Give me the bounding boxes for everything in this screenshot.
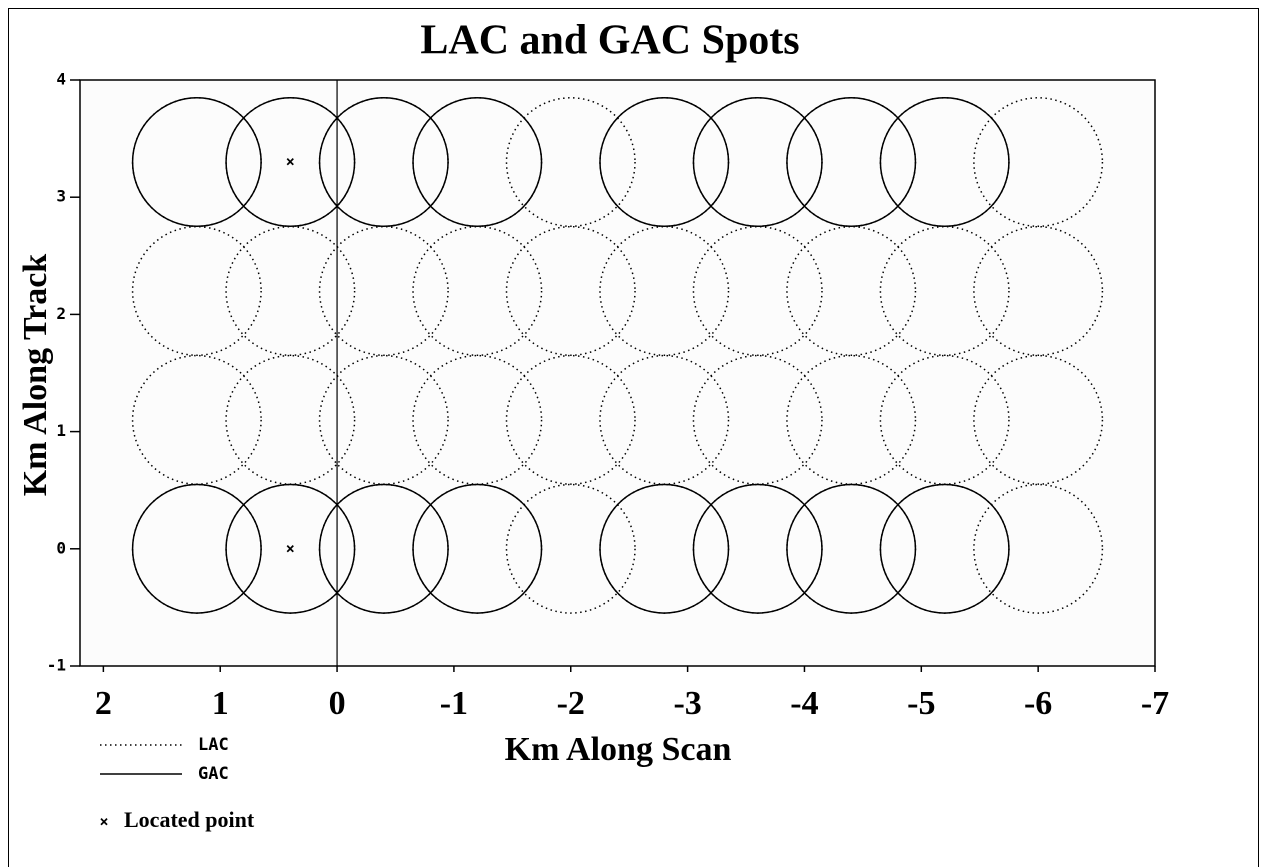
lac-spot: [786, 225, 917, 356]
lac-spot: [973, 225, 1104, 356]
legend-label: LAC: [198, 735, 229, 755]
gac-spot: [318, 483, 449, 614]
y-tick-label: 0: [56, 538, 66, 557]
lac-spot: [131, 225, 262, 356]
gac-spot: [412, 483, 543, 614]
x-tick-label: -5: [907, 685, 935, 722]
x-tick-label: -6: [1024, 685, 1052, 722]
legend-marker: ×: [99, 813, 108, 831]
gac-spot: [692, 97, 823, 228]
gac-spot: [225, 483, 356, 614]
lac-spot: [505, 225, 636, 356]
gac-spot: [599, 483, 730, 614]
gac-spot: [225, 97, 356, 228]
legend-label: GAC: [198, 764, 229, 784]
lac-spot: [692, 225, 823, 356]
gac-spot: [412, 97, 543, 228]
lac-spot: [412, 225, 543, 356]
lac-spot: [318, 225, 449, 356]
gac-spot: [879, 483, 1010, 614]
lac-spot: [225, 225, 356, 356]
legend-label: Located point: [124, 807, 255, 832]
y-tick-label: 2: [56, 304, 66, 323]
x-tick-label: 2: [95, 685, 112, 722]
chart-title: LAC and GAC Spots: [420, 18, 799, 64]
y-axis-label: Km Along Track: [17, 254, 54, 497]
y-tick-label: -1: [47, 656, 66, 675]
x-tick-label: 1: [212, 685, 229, 722]
y-tick-label: 3: [56, 187, 66, 206]
gac-spot: [318, 97, 449, 228]
lac-spot: [879, 225, 1010, 356]
gac-spot: [131, 97, 262, 228]
x-axis-label: Km Along Scan: [505, 731, 732, 768]
lac-spot: [599, 225, 730, 356]
lac-spot: [973, 97, 1104, 228]
lac-spot: [505, 97, 636, 228]
gac-spot: [692, 483, 823, 614]
x-tick-label: 0: [329, 685, 346, 722]
gac-spot: [599, 97, 730, 228]
located-point: ×: [286, 539, 295, 557]
lac-spot: [505, 354, 636, 485]
x-tick-label: -2: [557, 685, 585, 722]
gac-spot: [786, 483, 917, 614]
gac-spot: [131, 483, 262, 614]
gac-spot: [879, 97, 1010, 228]
x-tick-label: -1: [440, 685, 468, 722]
x-tick-label: -7: [1141, 685, 1169, 722]
x-tick-label: -3: [673, 685, 701, 722]
lac-spot: [973, 483, 1104, 614]
located-point: ×: [286, 153, 295, 171]
y-tick-label: 4: [56, 70, 66, 89]
lac-spot: [505, 483, 636, 614]
gac-spot: [786, 97, 917, 228]
lac-spot: [973, 354, 1104, 485]
y-tick-label: 1: [56, 421, 66, 440]
x-tick-label: -4: [790, 685, 818, 722]
